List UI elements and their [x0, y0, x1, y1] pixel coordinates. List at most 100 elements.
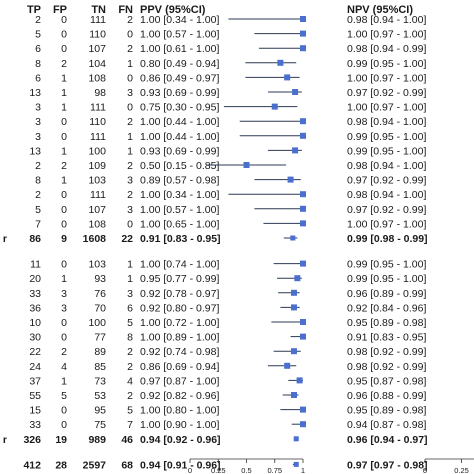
cell-ppv-ci: 1.00 [0.90 - 1.00] [140, 419, 219, 431]
cell-fn: 1 [127, 131, 133, 143]
cell-tn: 103 [88, 175, 106, 187]
cell-fp: 5 [61, 390, 67, 402]
cell-fn: 1 [127, 58, 133, 70]
ppv-point [277, 59, 284, 66]
cell-fp: 0 [61, 14, 67, 26]
ppv-point [292, 89, 299, 95]
cell-npv-ci: 0.97 [0.92 - 0.99] [347, 87, 426, 99]
cell-tp: 30 [29, 332, 41, 344]
cell-tn: 73 [94, 375, 106, 387]
cell-tn: 108 [88, 72, 106, 84]
cell-tn: 109 [88, 160, 106, 172]
cell-ppv-ci: 1.00 [0.61 - 1.00] [140, 43, 219, 55]
cell-fn: 3 [127, 204, 133, 216]
cell-tp: 3 [35, 116, 41, 128]
cell-ppv-ci: 0.92 [0.78 - 0.97] [140, 288, 219, 300]
cell-fp: 0 [61, 419, 67, 431]
cell-fp: 0 [61, 29, 67, 41]
ppv-axis-tick-label: 0 [188, 466, 192, 474]
cell-tn: 100 [88, 317, 106, 329]
cell-fp: 2 [61, 58, 67, 70]
cell-tp: 55 [29, 390, 41, 402]
summary-point [293, 461, 299, 467]
cell-tn: 110 [89, 116, 106, 128]
ppv-point [300, 260, 306, 267]
cell-fp: 9 [61, 233, 67, 245]
cell-ppv-ci: 0.93 [0.69 - 0.99] [140, 145, 219, 157]
cell-tp: 3 [35, 131, 41, 143]
cell-ppv-ci: 1.00 [0.89 - 1.00] [140, 332, 219, 344]
cell-tp: 37 [29, 375, 41, 387]
cell-fp: 0 [61, 43, 67, 55]
cell-npv-ci: 0.95 [0.87 - 0.98] [347, 375, 426, 387]
cell-ppv-ci: 0.92 [0.80 - 0.97] [140, 302, 219, 314]
ppv-point [300, 319, 306, 325]
cell-ppv-ci: 1.00 [0.34 - 1.00] [140, 14, 219, 26]
cell-ppv-ci: 0.93 [0.69 - 0.99] [140, 87, 219, 99]
cell-fn: 4 [127, 375, 133, 387]
cell-npv-ci: 0.95 [0.89 - 0.98] [347, 317, 426, 329]
cell-fn: 0 [127, 72, 133, 84]
cell-ppv-ci: 0.50 [0.15 - 0.85] [140, 160, 219, 172]
cell-tp: 2 [35, 160, 41, 172]
ppv-axis-tick-label: 0.5 [241, 466, 251, 474]
cell-fp: 0 [61, 204, 67, 216]
cell-fp: 3 [61, 288, 67, 300]
cell-npv-ci: 0.96 [0.88 - 0.99] [347, 390, 426, 402]
header-ppv: PPV (95%CI) [140, 4, 206, 16]
ppv-point [300, 132, 306, 139]
header-tn: TN [91, 4, 106, 16]
ppv-point [290, 304, 297, 311]
cell-tp: 22 [29, 346, 41, 358]
cell-ppv-ci: 1.00 [0.65 - 1.00] [140, 218, 219, 230]
cell-fn: 0 [127, 218, 133, 230]
ppv-point [290, 348, 297, 355]
cell-tp: 7 [35, 218, 41, 230]
cell-fn: 2 [127, 14, 133, 26]
cell-tn: 95 [94, 405, 106, 417]
cell-npv-ci: 0.98 [0.94 - 1.00] [347, 160, 426, 172]
cell-ppv-ci: 0.80 [0.49 - 0.94] [140, 58, 219, 70]
cell-npv-ci: 0.98 [0.92 - 0.99] [347, 346, 426, 358]
cell-ppv-ci: 0.94 [0.92 - 0.96] [140, 434, 221, 446]
cell-npv-ci: 0.99 [0.95 - 1.00] [347, 145, 426, 157]
header-fn: FN [118, 4, 133, 16]
cell-npv-ci: 1.00 [0.97 - 1.00] [347, 102, 426, 114]
cell-ppv-ci: 0.92 [0.74 - 0.98] [140, 346, 219, 358]
header-tp: TP [27, 4, 41, 16]
cell-ppv-ci: 1.00 [0.80 - 1.00] [140, 405, 219, 417]
cell-ppv-ci: 0.86 [0.69 - 0.94] [140, 361, 219, 373]
header-fp: FP [53, 4, 67, 16]
cell-ppv-ci: 1.00 [0.44 - 1.00] [140, 131, 219, 143]
cell-fp: 2 [61, 160, 67, 172]
cell-tp: 3 [35, 102, 41, 114]
cell-fp: 28 [55, 459, 67, 471]
cell-tp: 36 [29, 302, 41, 314]
cell-tp: 15 [29, 405, 41, 417]
cell-ppv-ci: 1.00 [0.57 - 1.00] [140, 29, 219, 41]
cell-fn: 1 [127, 273, 133, 285]
cell-npv-ci: 0.91 [0.83 - 0.95] [347, 332, 426, 344]
cell-tp: 6 [35, 72, 41, 84]
cell-tp: 24 [29, 361, 41, 373]
cell-fn: 2 [127, 43, 133, 55]
cell-ppv-ci: 0.97 [0.87 - 1.00] [140, 375, 219, 387]
ppv-point [284, 362, 291, 369]
cell-fn: 0 [127, 102, 133, 114]
cell-fp: 0 [61, 189, 67, 201]
ppv-point [300, 191, 306, 198]
cell-fp: 0 [61, 116, 67, 128]
ppv-point [300, 30, 306, 37]
cell-tp: 412 [23, 459, 41, 471]
cell-ppv-ci: 0.86 [0.49 - 0.97] [140, 72, 219, 84]
cell-npv-ci: 1.00 [0.97 - 1.00] [347, 29, 426, 41]
header-npv: NPV (95%CI) [347, 4, 413, 16]
cell-tn: 98 [94, 87, 106, 99]
cell-tp: 2 [35, 189, 41, 201]
cell-tn: 100 [88, 145, 106, 157]
cell-npv-ci: 0.96 [0.89 - 0.99] [347, 288, 426, 300]
cell-npv-ci: 0.94 [0.87 - 0.98] [347, 419, 426, 431]
cell-tn: 1608 [83, 233, 107, 245]
cell-fp: 0 [61, 218, 67, 230]
